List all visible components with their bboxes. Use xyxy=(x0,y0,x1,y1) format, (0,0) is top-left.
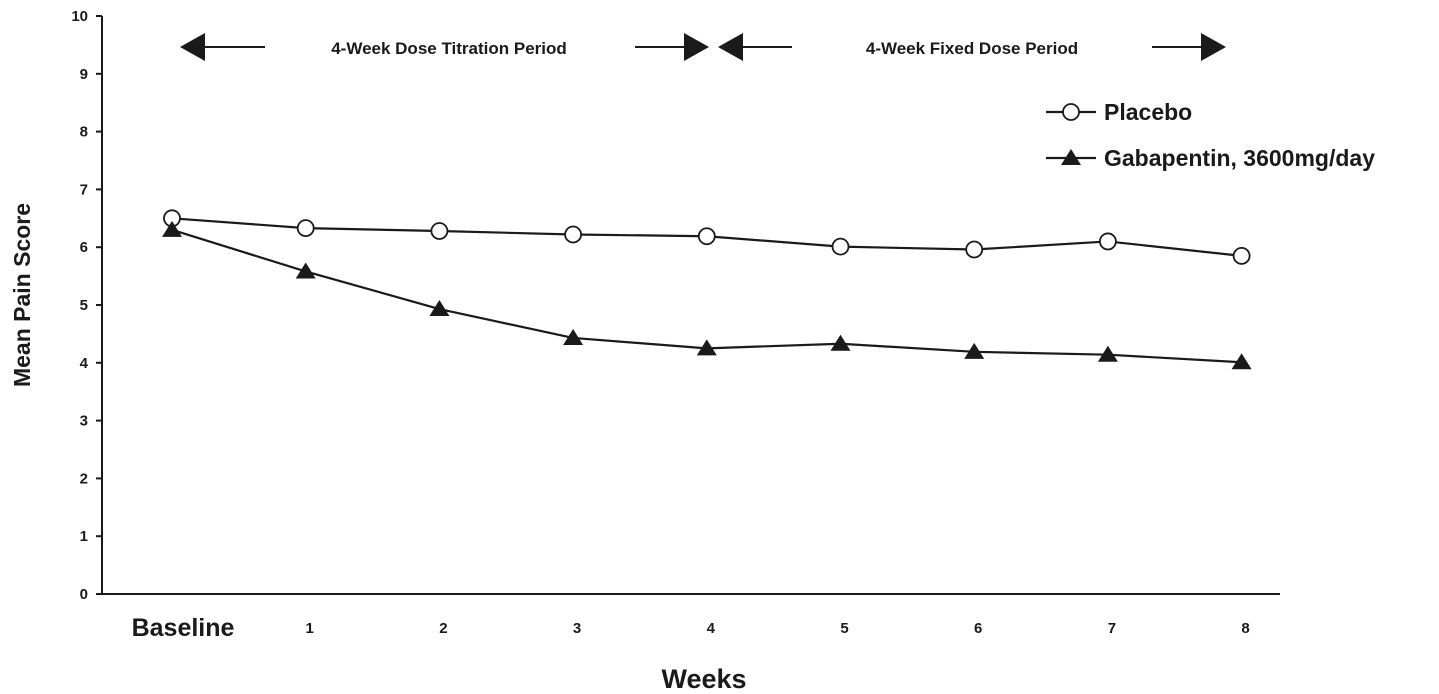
y-tick-label: 0 xyxy=(80,586,88,603)
y-axis-label: Mean Pain Score xyxy=(9,203,35,387)
x-tick-label: 3 xyxy=(573,620,581,637)
x-axis-label: Weeks xyxy=(661,664,746,694)
x-tick-label: 7 xyxy=(1108,620,1116,637)
legend-label: Gabapentin, 3600mg/day xyxy=(1104,145,1375,171)
data-point xyxy=(696,339,717,356)
data-point xyxy=(564,225,582,244)
titration-right-arrow-head xyxy=(684,33,709,61)
data-point xyxy=(1097,345,1118,362)
y-tick-label: 2 xyxy=(80,470,88,487)
y-tick-label: 4 xyxy=(80,355,89,372)
data-point xyxy=(430,222,449,240)
data-point xyxy=(295,262,316,279)
series-0 xyxy=(163,209,1251,265)
fixed-left-arrow-head xyxy=(718,33,743,61)
data-point xyxy=(1232,246,1251,265)
data-point xyxy=(831,237,850,256)
data-point xyxy=(563,328,584,345)
x-tick-label: Baseline xyxy=(132,614,235,642)
y-ticks: 0 1 2 3 4 5 6 7 8 9 10 xyxy=(71,8,102,603)
x-tick-label: 1 xyxy=(306,620,314,637)
x-tick-label: 5 xyxy=(840,620,848,637)
y-tick-label: 6 xyxy=(80,239,88,256)
legend-marker xyxy=(1061,149,1081,165)
y-tick-label: 5 xyxy=(80,297,88,314)
legend-item: Gabapentin, 3600mg/day xyxy=(1046,145,1375,171)
data-point xyxy=(296,219,315,238)
x-ticks: Baseline 1 2 3 4 5 6 7 8 xyxy=(132,614,1250,642)
legend-marker xyxy=(1062,103,1080,121)
series-1 xyxy=(162,220,1252,370)
data-point xyxy=(697,227,716,246)
legend-label: Placebo xyxy=(1104,99,1192,125)
titration-left-arrow-head xyxy=(180,33,205,61)
data-point xyxy=(965,240,984,259)
fixed-right-arrow-head xyxy=(1201,33,1226,61)
data-point xyxy=(1231,353,1252,370)
series-group xyxy=(162,209,1252,370)
data-point xyxy=(964,342,985,359)
y-tick-label: 8 xyxy=(80,124,88,141)
y-tick-label: 1 xyxy=(80,528,88,545)
y-tick-label: 3 xyxy=(80,413,88,430)
period-label: 4-Week Fixed Dose Period xyxy=(866,39,1078,58)
y-tick-label: 7 xyxy=(80,181,88,198)
x-tick-label: 4 xyxy=(707,620,716,637)
data-point xyxy=(1099,232,1117,251)
period-annotations: 4-Week Dose Titration Period 4-Week Fixed… xyxy=(180,33,1226,61)
y-tick-label: 9 xyxy=(80,66,88,83)
x-tick-label: 8 xyxy=(1241,620,1249,637)
x-tick-label: 2 xyxy=(439,620,447,637)
data-point xyxy=(830,334,851,351)
data-point xyxy=(429,300,450,317)
y-tick-label: 10 xyxy=(71,8,88,25)
legend-item: Placebo xyxy=(1046,99,1192,125)
legend: Placebo Gabapentin, 3600mg/day xyxy=(1046,99,1375,171)
period-label: 4-Week Dose Titration Period xyxy=(331,39,567,58)
x-tick-label: 6 xyxy=(974,620,982,637)
data-point xyxy=(162,220,182,237)
